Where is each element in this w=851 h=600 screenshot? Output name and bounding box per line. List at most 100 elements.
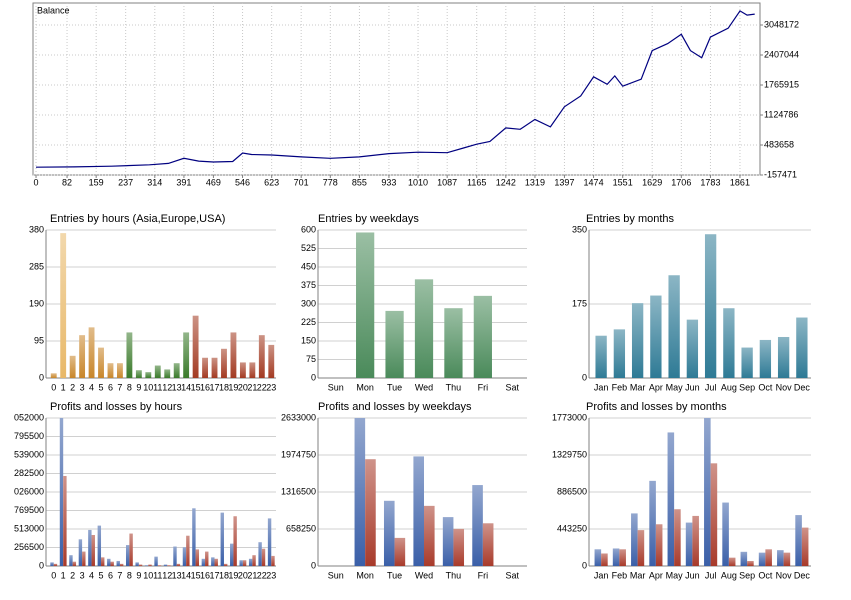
x-tick-label: 22 — [257, 570, 267, 580]
x-tick-label: Oct — [758, 570, 773, 580]
bar — [261, 548, 266, 566]
bar — [60, 233, 67, 378]
chart-title: Entries by weekdays — [318, 213, 419, 225]
y-tick-label: 658250 — [286, 523, 316, 533]
bar — [110, 561, 114, 566]
x-tick-label: Jul — [705, 382, 717, 392]
y-tick-label: 3048172 — [764, 19, 799, 29]
x-tick-label: Sat — [506, 382, 520, 392]
x-tick-label: 14 — [181, 570, 191, 580]
bar — [692, 515, 699, 566]
y-tick-label: 282500 — [14, 468, 44, 478]
x-tick-label: 19 — [228, 382, 238, 392]
bar — [704, 234, 717, 378]
bar — [50, 562, 54, 566]
x-tick-label: 15 — [191, 570, 201, 580]
y-tick-label: 513000 — [14, 523, 44, 533]
bar — [88, 327, 95, 378]
bar — [442, 517, 454, 566]
bar — [242, 560, 247, 566]
x-tick-label: 778 — [323, 177, 338, 187]
bar — [394, 537, 406, 566]
bar — [192, 315, 199, 378]
bar — [82, 551, 86, 566]
x-tick-label: 10 — [143, 570, 153, 580]
bar — [722, 502, 729, 566]
x-tick-label: Jul — [705, 570, 717, 580]
x-tick-label: 159 — [89, 177, 104, 187]
x-tick-label: 15 — [191, 382, 201, 392]
bar — [117, 363, 123, 378]
y-tick-label: 95 — [34, 335, 44, 345]
y-tick-label: 1974750 — [281, 449, 316, 459]
bar — [192, 508, 196, 566]
y-tick-label: 0 — [311, 372, 316, 382]
x-tick-label: Oct — [758, 382, 773, 392]
y-tick-label: 0 — [311, 560, 316, 570]
x-tick-label: 11 — [153, 570, 162, 580]
bar — [221, 348, 227, 378]
y-tick-label: 256500 — [14, 542, 44, 552]
x-tick-label: Jan — [594, 382, 609, 392]
x-tick-label: Thu — [446, 570, 462, 580]
bar — [777, 550, 784, 566]
y-tick-label: 2407044 — [764, 49, 799, 59]
x-tick-label: 1165 — [467, 177, 486, 187]
bar — [220, 512, 224, 566]
y-tick-label: 1329750 — [552, 449, 587, 459]
y-tick-label: 769500 — [14, 505, 44, 515]
x-tick-label: 1706 — [671, 177, 691, 187]
bar — [631, 303, 644, 378]
bar — [268, 344, 275, 378]
bar — [182, 547, 187, 566]
bar — [637, 530, 645, 566]
bar — [796, 317, 808, 378]
y-tick-label: 525 — [301, 243, 316, 253]
y-tick-label: 0 — [582, 560, 587, 570]
bar — [135, 562, 139, 566]
y-tick-label: 795500 — [14, 431, 44, 441]
x-tick-label: 23 — [266, 570, 276, 580]
x-tick-label: 4 — [89, 570, 94, 580]
bar — [223, 563, 228, 566]
bar — [230, 543, 234, 566]
bar — [365, 459, 376, 566]
y-tick-label: 1773000 — [552, 412, 587, 422]
bar — [72, 561, 77, 566]
bar — [63, 475, 67, 566]
bar — [801, 527, 809, 566]
x-tick-label: 16 — [200, 570, 210, 580]
y-tick-label: 150 — [301, 335, 316, 345]
bar — [728, 557, 736, 566]
bar — [107, 558, 111, 566]
y-tick-label: 539000 — [14, 449, 44, 459]
x-tick-label: Tue — [387, 382, 402, 392]
x-tick-label: 0 — [51, 382, 56, 392]
x-tick-label: Fri — [478, 570, 489, 580]
x-tick-label: 546 — [235, 177, 250, 187]
x-tick-label: Apr — [649, 570, 663, 580]
bar — [413, 456, 424, 566]
x-tick-label: May — [666, 570, 684, 580]
bar — [383, 500, 395, 566]
y-tick-label: 375 — [301, 280, 316, 290]
x-tick-label: Sun — [328, 570, 344, 580]
x-tick-label: Apr — [649, 382, 663, 392]
bar — [252, 555, 256, 566]
bar — [50, 373, 57, 378]
bar — [704, 418, 711, 566]
bar — [655, 524, 663, 566]
x-tick-label: 701 — [294, 177, 309, 187]
bar — [129, 533, 133, 566]
bar — [649, 480, 656, 566]
bar — [723, 308, 735, 378]
bar — [473, 295, 492, 378]
bar — [765, 549, 772, 566]
x-tick-label: Nov — [776, 570, 793, 580]
y-tick-label: 483658 — [764, 139, 794, 149]
chart-title: Entries by months — [586, 213, 675, 225]
bar — [233, 516, 237, 566]
y-tick-label: -157471 — [764, 169, 797, 179]
bar — [795, 515, 802, 566]
